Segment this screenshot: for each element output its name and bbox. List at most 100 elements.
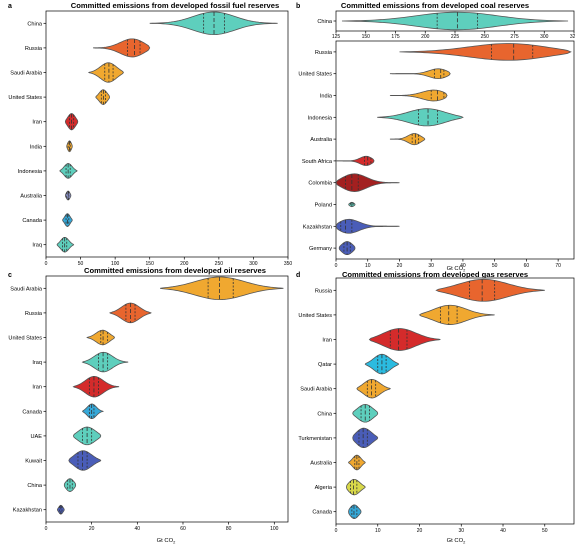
category-label-iraq: Iraq xyxy=(32,360,42,366)
violin-indonesia xyxy=(59,163,78,179)
x-tick-label-100: 100 xyxy=(270,526,279,532)
category-label-algeria: Algeria xyxy=(315,485,333,491)
category-label-saudi-arabia: Saudi Arabia xyxy=(10,286,43,292)
x-axis-label-main: Gt CO xyxy=(447,538,464,544)
x-axis-label-sub: 2 xyxy=(173,540,176,544)
category-label-iraq: Iraq xyxy=(32,243,42,249)
plot-frame xyxy=(335,40,575,260)
category-label-china: China xyxy=(27,21,43,27)
category-label-russia: Russia xyxy=(25,46,43,52)
violin-germany xyxy=(338,241,356,256)
violin-united-states xyxy=(95,89,111,105)
violin-kuwait-body xyxy=(68,450,102,471)
category-label-china: China xyxy=(317,19,333,25)
category-label-indonesia: Indonesia xyxy=(308,115,333,121)
category-label-canada: Canada xyxy=(22,218,42,224)
violin-united-states xyxy=(418,304,495,325)
plot-frame xyxy=(45,275,289,523)
category-label-iran: Iran xyxy=(322,338,332,344)
x-tick-label-30: 30 xyxy=(428,263,434,269)
category-label-iran: Iran xyxy=(32,385,42,391)
violin-russia-body xyxy=(435,278,545,302)
violin-canada xyxy=(62,213,73,227)
sub-x-tick-label-150: 150 xyxy=(362,34,371,40)
violin-australia xyxy=(348,454,366,471)
category-label-kuwait: Kuwait xyxy=(25,459,42,465)
violin-south-africa xyxy=(335,155,375,166)
x-tick-label-10: 10 xyxy=(375,528,381,534)
x-axis-label-sub: 2 xyxy=(463,268,466,273)
category-label-poland: Poland xyxy=(315,203,332,209)
violin-kazakhstan-body xyxy=(57,504,65,515)
violin-kazakhstan xyxy=(57,504,65,515)
violin-kuwait xyxy=(68,450,102,471)
x-tick-label-40: 40 xyxy=(135,526,141,532)
violin-qatar xyxy=(364,353,400,375)
category-label-turkmenistan: Turkmenistan xyxy=(298,436,332,442)
category-label-australia: Australia xyxy=(310,137,333,143)
category-label-iran: Iran xyxy=(32,120,42,126)
category-label-germany: Germany xyxy=(309,246,332,252)
violin-iran xyxy=(64,113,79,131)
category-label-united-states: United States xyxy=(298,313,332,319)
violin-canada xyxy=(348,504,362,519)
violin-china xyxy=(341,11,569,31)
x-tick-label-30: 30 xyxy=(458,528,464,534)
x-axis-label: Gt CO2 xyxy=(447,266,466,273)
category-label-russia: Russia xyxy=(25,311,43,317)
x-tick-label-200: 200 xyxy=(180,261,189,267)
category-label-china: China xyxy=(317,411,333,417)
violin-turkmenistan-body xyxy=(352,427,379,449)
violin-india xyxy=(389,89,448,102)
panel-b: b Committed emissions from developed coal… xyxy=(296,1,575,273)
violin-russia xyxy=(399,43,572,61)
violin-united-states-body xyxy=(389,68,451,80)
x-tick-label-50: 50 xyxy=(78,261,84,267)
violin-australia-body xyxy=(389,133,426,146)
x-axis-label: Gt CO2 xyxy=(447,538,466,544)
violin-iran-body xyxy=(368,328,441,351)
violin-china xyxy=(63,478,77,492)
category-label-qatar: Qatar xyxy=(318,362,332,368)
panel-label-a: a xyxy=(8,3,12,10)
panel-title-d: Committed emissions from developed gas r… xyxy=(342,270,528,279)
violin-uae xyxy=(72,426,102,446)
category-label-united-states: United States xyxy=(298,72,332,78)
violin-algeria xyxy=(346,478,366,496)
violin-canada-body xyxy=(82,403,104,420)
violin-australia xyxy=(64,190,72,201)
category-label-canada: Canada xyxy=(312,510,332,516)
violin-united-states xyxy=(389,68,451,80)
x-tick-label-20: 20 xyxy=(89,526,95,532)
violin-china-body xyxy=(341,11,569,31)
violin-russia xyxy=(109,302,152,324)
category-label-kazakhstan: Kazakhstan xyxy=(13,508,42,514)
violin-iraq-body xyxy=(81,351,129,373)
category-label-canada: Canada xyxy=(22,409,42,415)
violin-saudi-arabia-body xyxy=(87,62,124,83)
violin-poland xyxy=(348,201,356,208)
category-label-india: India xyxy=(320,94,333,100)
x-tick-label-50: 50 xyxy=(542,528,548,534)
category-label-united-states: United States xyxy=(8,336,42,342)
violin-kazakhstan-body xyxy=(335,218,400,234)
x-tick-label-40: 40 xyxy=(500,528,506,534)
category-label-india: India xyxy=(30,144,43,150)
x-tick-label-60: 60 xyxy=(180,526,186,532)
violin-united-states xyxy=(86,329,115,346)
violin-iran xyxy=(368,328,441,351)
x-tick-label-60: 60 xyxy=(524,263,530,269)
violin-russia xyxy=(92,38,151,58)
x-axis-label-sub: 2 xyxy=(463,540,466,544)
x-tick-label-300: 300 xyxy=(249,261,258,267)
violin-algeria-body xyxy=(346,478,366,496)
panel-label-c: c xyxy=(8,272,12,279)
violin-colombia xyxy=(335,173,400,192)
sub-x-tick-label-325: 325 xyxy=(570,34,575,40)
x-axis-label-main: Gt CO xyxy=(157,538,174,544)
x-tick-label-10: 10 xyxy=(365,263,371,269)
category-label-south-africa: South Africa xyxy=(302,159,333,165)
sub-x-tick-label-300: 300 xyxy=(540,34,549,40)
category-label-australia: Australia xyxy=(20,194,43,200)
